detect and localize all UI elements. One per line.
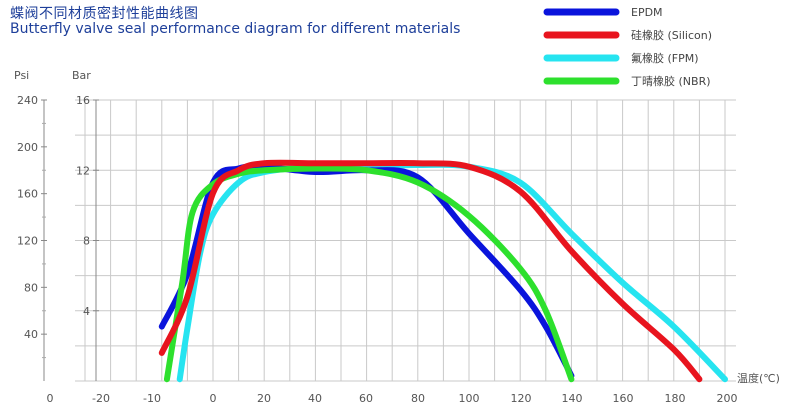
psi-tick-label: 120	[17, 235, 38, 248]
series-line-2	[158, 159, 703, 383]
legend-label: 丁晴橡胶 (NBR)	[631, 74, 711, 88]
x-tick-label: 80	[411, 392, 425, 405]
psi-axis-label: Psi	[14, 69, 29, 82]
psi-tick-label: 160	[17, 188, 38, 201]
psi-tick-label: 80	[24, 281, 38, 294]
bar-tick-label: 12	[76, 164, 90, 177]
x-tick-label: 120	[511, 392, 532, 405]
x-tick-label: 60	[359, 392, 373, 405]
series-line-4	[163, 165, 575, 383]
chart-title: 蝶阀不同材质密封性能曲线图	[10, 6, 199, 22]
x-tick-label: 140	[562, 392, 583, 405]
x-axis-label: 温度(℃)	[737, 371, 780, 385]
bar-tick-label: 16	[76, 94, 90, 107]
x-tick-label: 0	[210, 392, 217, 405]
series-line-3	[176, 161, 728, 383]
x-tick-label: -10	[143, 392, 161, 405]
legend-label: 硅橡胶 (Silicon)	[631, 28, 712, 42]
legend-label: 氟橡胶 (FPM)	[631, 51, 699, 65]
x-tick-label: 200	[717, 392, 738, 405]
x-tick-label: 0	[47, 392, 54, 405]
bar-tick-label: 4	[83, 305, 90, 318]
x-tick-label: 40	[308, 392, 322, 405]
x-tick-label: -20	[92, 392, 110, 405]
legend-label: EPDM	[631, 6, 663, 19]
chart-series	[158, 159, 728, 383]
x-tick-label: 100	[459, 392, 480, 405]
bar-axis-label: Bar	[72, 69, 91, 82]
psi-tick-label: 240	[17, 94, 38, 107]
x-tick-label: 20	[257, 392, 271, 405]
chart-subtitle: Butterfly valve seal performance diagram…	[10, 21, 461, 37]
x-tick-label: 180	[665, 392, 686, 405]
chart-legend: EPDM 硅橡胶 (Silicon) 氟橡胶 (FPM) 丁晴橡胶 (NBR)	[543, 6, 712, 88]
bar-tick-label: 8	[83, 235, 90, 248]
psi-tick-label: 200	[17, 141, 38, 154]
psi-tick-label: 40	[24, 328, 38, 341]
x-tick-label: 160	[613, 392, 634, 405]
